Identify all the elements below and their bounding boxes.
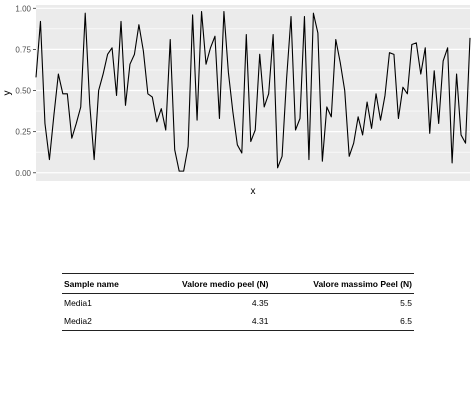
line-chart: 0.00 0.25 0.50 0.75 1.00 x y (2, 4, 471, 197)
cell-sample-name: Media1 (64, 298, 92, 308)
cell-valore-massimo: 6.5 (400, 316, 412, 326)
table-row: Media2 4.31 6.5 (62, 312, 414, 331)
y-tick-label: 0.25 (15, 128, 31, 137)
header-valore-medio: Valore medio peel (N) (182, 279, 269, 289)
y-tick-label: 1.00 (15, 4, 31, 13)
plot-panel (36, 5, 470, 181)
header-valore-massimo: Valore massimo Peel (N) (313, 279, 412, 289)
cell-valore-medio: 4.31 (251, 316, 269, 326)
y-tick-label: 0.50 (15, 87, 31, 96)
data-line (35, 11, 471, 172)
cell-valore-massimo: 5.5 (400, 298, 412, 308)
y-tick-label: 0.00 (15, 169, 31, 178)
x-axis-title: x (251, 186, 256, 197)
cell-valore-medio: 4.35 (251, 298, 269, 308)
header-sample-name: Sample name (64, 279, 119, 289)
y-axis-ticks: 0.00 0.25 0.50 0.75 1.00 (15, 4, 36, 178)
y-axis-title: y (2, 91, 13, 96)
cell-sample-name: Media2 (64, 316, 92, 326)
major-gridlines (36, 7, 470, 174)
table-row: Media1 4.35 5.5 (62, 294, 414, 313)
summary-table: Sample name Valore medio peel (N) Valore… (62, 273, 414, 331)
table-header-row: Sample name Valore medio peel (N) Valore… (62, 273, 414, 294)
y-tick-label: 0.75 (15, 45, 31, 54)
